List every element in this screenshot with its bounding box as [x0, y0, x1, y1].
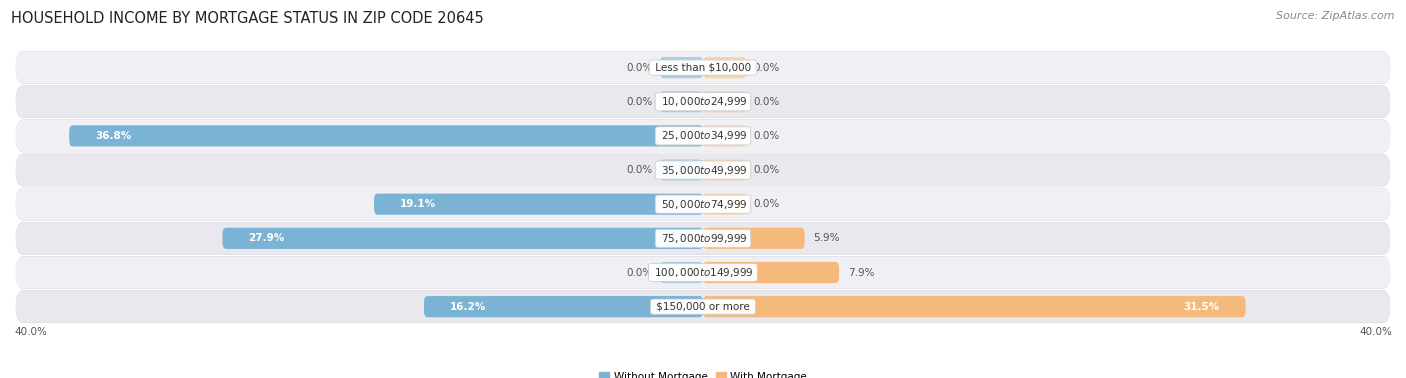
FancyBboxPatch shape	[15, 291, 1391, 323]
Text: $35,000 to $49,999: $35,000 to $49,999	[658, 164, 748, 177]
FancyBboxPatch shape	[703, 228, 804, 249]
FancyBboxPatch shape	[425, 296, 703, 317]
FancyBboxPatch shape	[15, 85, 1391, 118]
Text: 0.0%: 0.0%	[627, 97, 652, 107]
Text: 0.0%: 0.0%	[754, 63, 779, 73]
Text: 36.8%: 36.8%	[96, 131, 131, 141]
FancyBboxPatch shape	[15, 256, 1391, 289]
FancyBboxPatch shape	[374, 194, 703, 215]
FancyBboxPatch shape	[703, 296, 1246, 317]
Text: 0.0%: 0.0%	[754, 199, 779, 209]
FancyBboxPatch shape	[15, 51, 1391, 84]
FancyBboxPatch shape	[703, 125, 747, 146]
FancyBboxPatch shape	[659, 262, 703, 283]
FancyBboxPatch shape	[15, 120, 1391, 152]
FancyBboxPatch shape	[703, 57, 747, 78]
FancyBboxPatch shape	[15, 154, 1391, 186]
Text: 31.5%: 31.5%	[1184, 302, 1219, 311]
Text: $75,000 to $99,999: $75,000 to $99,999	[658, 232, 748, 245]
Text: 27.9%: 27.9%	[249, 233, 284, 243]
FancyBboxPatch shape	[703, 91, 747, 112]
FancyBboxPatch shape	[15, 290, 1391, 323]
Text: 7.9%: 7.9%	[848, 268, 875, 277]
Text: $10,000 to $24,999: $10,000 to $24,999	[658, 95, 748, 108]
FancyBboxPatch shape	[659, 91, 703, 112]
Text: 40.0%: 40.0%	[14, 327, 46, 337]
Text: $50,000 to $74,999: $50,000 to $74,999	[658, 198, 748, 211]
Text: 0.0%: 0.0%	[754, 131, 779, 141]
Text: Less than $10,000: Less than $10,000	[652, 63, 754, 73]
FancyBboxPatch shape	[703, 160, 747, 181]
Text: $150,000 or more: $150,000 or more	[652, 302, 754, 311]
FancyBboxPatch shape	[15, 256, 1391, 288]
FancyBboxPatch shape	[222, 228, 703, 249]
Text: 0.0%: 0.0%	[754, 165, 779, 175]
FancyBboxPatch shape	[15, 188, 1391, 221]
Text: 0.0%: 0.0%	[627, 63, 652, 73]
Text: $25,000 to $34,999: $25,000 to $34,999	[658, 129, 748, 143]
FancyBboxPatch shape	[15, 222, 1391, 254]
FancyBboxPatch shape	[659, 160, 703, 181]
FancyBboxPatch shape	[15, 188, 1391, 220]
Text: 0.0%: 0.0%	[627, 165, 652, 175]
FancyBboxPatch shape	[703, 262, 839, 283]
FancyBboxPatch shape	[15, 222, 1391, 255]
FancyBboxPatch shape	[659, 57, 703, 78]
FancyBboxPatch shape	[69, 125, 703, 146]
Text: 19.1%: 19.1%	[399, 199, 436, 209]
Text: 16.2%: 16.2%	[450, 302, 486, 311]
FancyBboxPatch shape	[15, 119, 1391, 152]
Text: HOUSEHOLD INCOME BY MORTGAGE STATUS IN ZIP CODE 20645: HOUSEHOLD INCOME BY MORTGAGE STATUS IN Z…	[11, 11, 484, 26]
Text: 0.0%: 0.0%	[627, 268, 652, 277]
Legend: Without Mortgage, With Mortgage: Without Mortgage, With Mortgage	[595, 368, 811, 378]
FancyBboxPatch shape	[15, 153, 1391, 186]
Text: 5.9%: 5.9%	[813, 233, 839, 243]
Text: 40.0%: 40.0%	[1360, 327, 1392, 337]
FancyBboxPatch shape	[15, 86, 1391, 118]
Text: $100,000 to $149,999: $100,000 to $149,999	[651, 266, 755, 279]
Text: Source: ZipAtlas.com: Source: ZipAtlas.com	[1277, 11, 1395, 21]
FancyBboxPatch shape	[15, 51, 1391, 84]
Text: 0.0%: 0.0%	[754, 97, 779, 107]
FancyBboxPatch shape	[703, 194, 747, 215]
